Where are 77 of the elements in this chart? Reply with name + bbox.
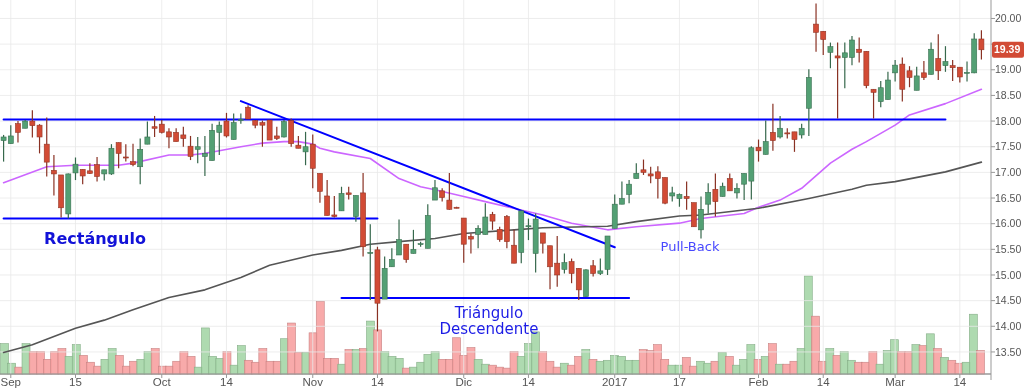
y-tick-label: 19.00 <box>995 63 1022 76</box>
candlestick <box>403 243 410 264</box>
candlestick <box>137 137 144 185</box>
candlestick <box>734 182 740 200</box>
x-tick-label: 14 <box>371 376 385 388</box>
x-tick-label: Oct <box>152 376 172 388</box>
line-series <box>2 88 983 231</box>
candlestick <box>115 142 122 169</box>
text: 19.39 <box>994 43 1021 56</box>
candlestick <box>396 218 402 256</box>
x-tick-label: Feb <box>748 376 769 388</box>
annotation: Triángulo Descendente <box>439 304 539 338</box>
x-tick-label: 14 <box>522 376 536 388</box>
x-tick-label: Sep <box>0 376 22 388</box>
y-tick-label: 14.50 <box>995 294 1022 307</box>
candlestick <box>705 182 712 215</box>
x-tick-label: Mar <box>885 376 906 388</box>
candlestick <box>194 136 201 164</box>
candlestick <box>834 41 841 120</box>
candlestick <box>144 120 151 145</box>
candlestick <box>432 179 438 201</box>
candlestick <box>130 143 136 167</box>
candlestick <box>238 112 244 125</box>
y-tick-label: 14.00 <box>995 319 1022 332</box>
x-tick-label: 17 <box>673 376 686 388</box>
x-tick-label: Dic <box>455 376 473 388</box>
x-tick-label: 14 <box>220 376 234 388</box>
candlestick <box>683 181 690 211</box>
candlestick <box>15 120 21 144</box>
candlestick <box>777 115 783 140</box>
candlestick <box>712 172 719 218</box>
candlestick <box>561 252 568 275</box>
candlestick <box>288 117 294 148</box>
x-tick-label: Nov <box>302 376 324 388</box>
y-tick-label: 18.50 <box>995 89 1022 102</box>
candlestick <box>827 41 834 69</box>
candlestick <box>410 229 417 255</box>
y-tick-label: 13.50 <box>995 345 1022 358</box>
candlestick <box>302 131 309 166</box>
candlestick <box>978 29 985 61</box>
y-tick-label: 20.00 <box>995 12 1022 25</box>
candlestick <box>43 116 50 178</box>
y-tick-label: 17.50 <box>995 140 1022 153</box>
y-tick-label: 16.00 <box>995 217 1022 230</box>
annotation: Pull-Back <box>660 239 720 254</box>
candlestick <box>892 59 898 83</box>
candlestick <box>317 172 323 204</box>
candlestick <box>698 195 704 240</box>
candlestick <box>626 179 632 204</box>
candlestick <box>913 66 920 91</box>
candlestick <box>942 45 949 73</box>
candlestick <box>367 223 374 301</box>
candlestick <box>755 138 762 163</box>
candlestick <box>870 88 877 120</box>
candlestick <box>770 103 776 152</box>
candlestick <box>762 119 769 156</box>
candlestick <box>353 194 359 223</box>
annotation: Rectángulo <box>44 229 146 248</box>
candlestick <box>511 229 517 264</box>
candlestick <box>540 232 546 255</box>
y-tick-label: 17.00 <box>995 166 1022 179</box>
bar <box>976 350 985 375</box>
y-tick-label: 16.50 <box>995 191 1022 204</box>
y-tick-label: 15.50 <box>995 243 1022 256</box>
candlestick <box>187 135 194 161</box>
candlestick <box>389 247 395 268</box>
x-tick-label: 14 <box>953 376 967 388</box>
candlestick <box>230 112 237 141</box>
candlestick <box>935 33 942 81</box>
y-tick-label: 18.00 <box>995 114 1022 127</box>
x-tick-label: 14 <box>816 376 831 388</box>
candlestick <box>223 112 230 139</box>
y-tick-label: 15.00 <box>995 268 1022 281</box>
candlestick <box>338 186 345 212</box>
x-tick-label: 2017 <box>601 376 628 388</box>
x-tick-label: 15 <box>69 376 82 388</box>
candlestick <box>921 60 927 81</box>
